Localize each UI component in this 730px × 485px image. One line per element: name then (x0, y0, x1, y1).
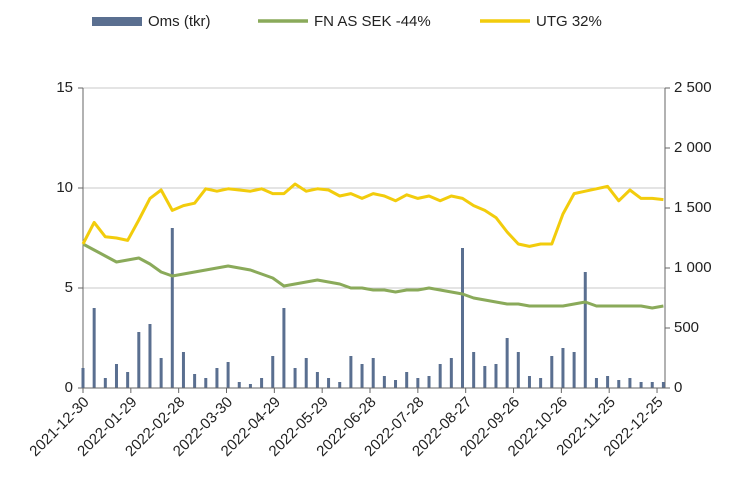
bar (594, 378, 598, 388)
bar (126, 372, 130, 388)
y-tick-label: 10 (56, 179, 73, 196)
bar (237, 382, 241, 388)
bar (650, 382, 654, 388)
y2-tick-label: 1 500 (674, 199, 712, 216)
bar (438, 364, 442, 388)
bar (472, 352, 476, 388)
bar (293, 368, 297, 388)
bar (170, 228, 174, 388)
bar (159, 358, 163, 388)
bar (661, 382, 665, 388)
bar (181, 352, 185, 388)
line (81, 182, 664, 248)
bar (148, 324, 152, 388)
bar (360, 364, 364, 388)
bar (639, 382, 643, 388)
bar (282, 308, 286, 388)
bar (494, 364, 498, 388)
bar (92, 308, 96, 388)
bar (304, 358, 308, 388)
bar (449, 358, 453, 388)
bar (327, 378, 331, 388)
bar (628, 378, 632, 388)
bar (114, 364, 118, 388)
bar (382, 376, 386, 388)
bar (338, 382, 342, 388)
bar (483, 366, 487, 388)
bar (583, 272, 587, 388)
bar (505, 338, 509, 388)
bar (516, 352, 520, 388)
bar (260, 378, 264, 388)
bar (527, 376, 531, 388)
bar (137, 332, 141, 388)
bar (539, 378, 543, 388)
bar (204, 378, 208, 388)
bar (460, 248, 464, 388)
y-tick-label: 15 (56, 79, 73, 96)
bar (572, 352, 576, 388)
bar (315, 372, 319, 388)
bar (271, 356, 275, 388)
bar (193, 374, 197, 388)
bar (427, 376, 431, 388)
line (82, 242, 664, 310)
bar (405, 372, 409, 388)
y2-tick-label: 2 000 (674, 139, 712, 156)
bar (226, 362, 230, 388)
bar (103, 378, 107, 388)
bar (371, 358, 375, 388)
bar (248, 384, 252, 388)
y-tick-label: 5 (65, 279, 73, 296)
legend-label: UTG 32% (536, 13, 602, 30)
legend-label: FN AS SEK -44% (314, 13, 431, 30)
legend-label: Oms (tkr) (148, 13, 210, 30)
bar (416, 378, 420, 388)
bar (606, 376, 610, 388)
bar (349, 356, 353, 388)
y2-tick-label: 0 (674, 379, 682, 396)
bar (550, 356, 554, 388)
y2-tick-label: 2 500 (674, 79, 712, 96)
bar (215, 368, 219, 388)
y2-tick-label: 1 000 (674, 259, 712, 276)
bar (81, 368, 85, 388)
legend-swatch (92, 17, 142, 26)
bar (394, 380, 398, 388)
bar (617, 380, 621, 388)
y-tick-label: 0 (65, 379, 73, 396)
y2-tick-label: 500 (674, 319, 699, 336)
bar (561, 348, 565, 388)
